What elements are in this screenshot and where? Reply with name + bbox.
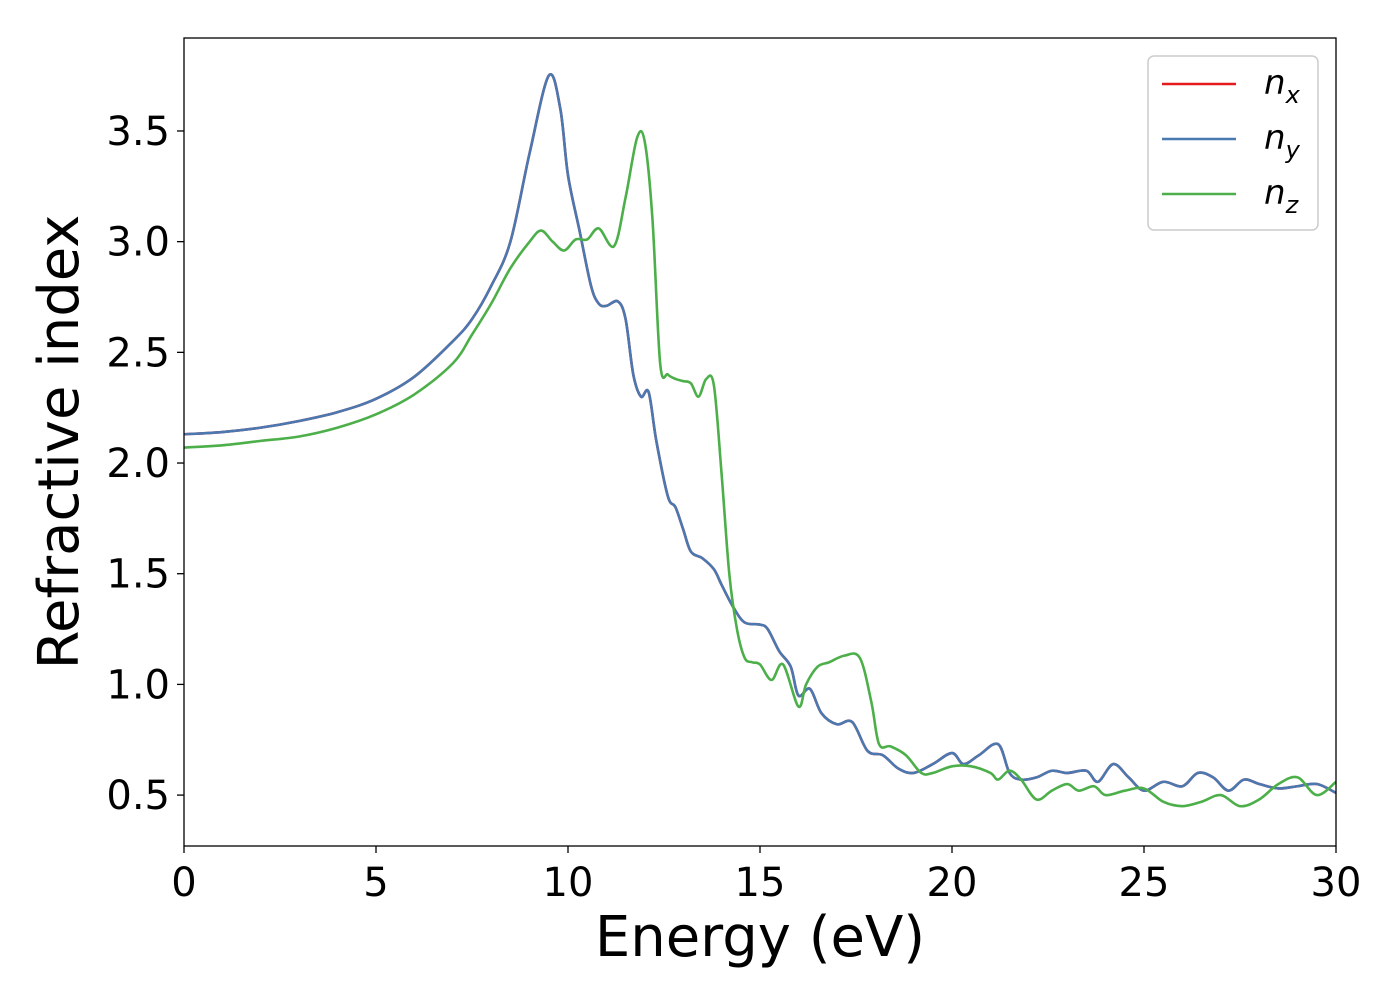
x-axis-ticks: 0 5 10 15 20 25 30	[171, 846, 1361, 906]
series-line-nz	[183, 129, 1337, 808]
x-tick-label: 5	[363, 860, 388, 906]
legend-label-nx: nx	[1264, 63, 1301, 109]
legend-box	[1147, 55, 1319, 231]
y-axis-ticks: 0.5 1.0 1.5 2.0 2.5 3.0 3.5	[106, 109, 184, 819]
x-tick-label: 0	[171, 860, 196, 906]
x-tick-label: 25	[1119, 860, 1170, 906]
y-tick-label: 1.5	[106, 552, 170, 598]
y-tick-label: 2.0	[106, 441, 170, 487]
legend-label-nz: nz	[1264, 173, 1300, 219]
legend-items: nx ny nz	[1162, 63, 1301, 219]
x-tick-label: 15	[735, 860, 786, 906]
x-axis-label: Energy (eV)	[595, 905, 925, 970]
y-tick-label: 2.5	[106, 330, 170, 376]
y-tick-label: 0.5	[106, 773, 170, 819]
y-tick-label: 3.5	[106, 109, 170, 155]
series-line-ny	[183, 72, 1337, 795]
x-tick-label: 30	[1311, 860, 1362, 906]
x-tick-label: 20	[927, 860, 978, 906]
y-tick-label: 3.0	[106, 220, 170, 266]
y-axis-label: Refractive index	[27, 215, 92, 670]
legend: nx ny nz	[1147, 55, 1319, 231]
y-tick-label: 1.0	[106, 662, 170, 708]
legend-label-ny: ny	[1264, 118, 1301, 164]
x-tick-label: 10	[543, 860, 594, 906]
series-layer	[183, 72, 1337, 808]
